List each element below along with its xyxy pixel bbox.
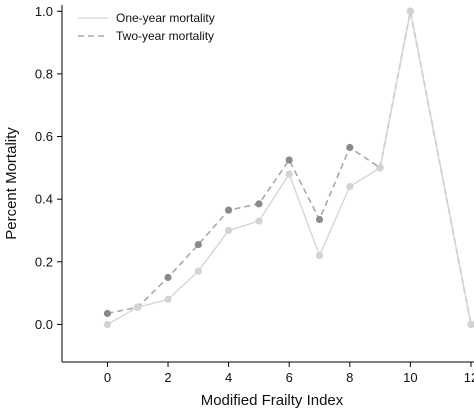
y-tick-label: 0.8 xyxy=(35,66,53,81)
data-point-one-year xyxy=(346,183,354,191)
y-tick-label: 1.0 xyxy=(35,4,53,19)
y-tick-label: 0.6 xyxy=(35,129,53,144)
x-tick-label: 8 xyxy=(346,370,353,385)
data-point-one-year xyxy=(225,226,233,235)
data-point-two-year xyxy=(285,156,293,164)
data-point-two-year xyxy=(194,240,202,249)
data-point-one-year xyxy=(255,217,263,225)
x-tick-label: 6 xyxy=(286,370,293,385)
data-point-one-year xyxy=(406,7,414,15)
x-tick-label: 4 xyxy=(225,370,232,385)
y-axis-title: Percent Mortality xyxy=(3,127,20,240)
y-tick-label: 0.4 xyxy=(35,192,53,207)
data-point-one-year xyxy=(164,295,172,303)
legend-label-two-year: Two-year mortality xyxy=(116,29,214,43)
x-tick-label: 12 xyxy=(464,370,474,385)
x-tick-label: 10 xyxy=(403,370,417,385)
series-line-two-year xyxy=(107,11,472,325)
legend: One-year mortality Two-year mortality xyxy=(78,11,215,43)
data-point-one-year xyxy=(103,320,112,329)
data-point-one-year xyxy=(376,164,384,172)
data-point-two-year xyxy=(346,143,354,152)
data-point-two-year xyxy=(255,200,263,208)
x-tick-label: 0 xyxy=(104,370,111,385)
legend-label-one-year: One-year mortality xyxy=(116,11,215,25)
x-axis-title: Modified Frailty Index xyxy=(201,392,344,409)
data-point-two-year xyxy=(164,273,172,282)
data-point-one-year xyxy=(194,267,202,275)
data-point-two-year xyxy=(103,309,112,318)
data-point-one-year xyxy=(315,251,324,260)
data-point-two-year xyxy=(315,215,324,224)
y-tick-label: 0.2 xyxy=(35,254,53,269)
x-tick-label: 2 xyxy=(164,370,171,385)
axis-ticks: 0 2 4 6 8 10 12 0.0 0.2 0.4 0.6 0.8 1.0 xyxy=(35,4,474,385)
data-point-one-year xyxy=(467,320,474,329)
series-line-one-year xyxy=(107,11,472,325)
data-point-one-year xyxy=(134,303,142,311)
data-point-one-year xyxy=(285,170,293,178)
data-point-two-year xyxy=(225,206,233,214)
series-layer xyxy=(103,7,474,329)
y-tick-label: 0.0 xyxy=(35,317,53,332)
